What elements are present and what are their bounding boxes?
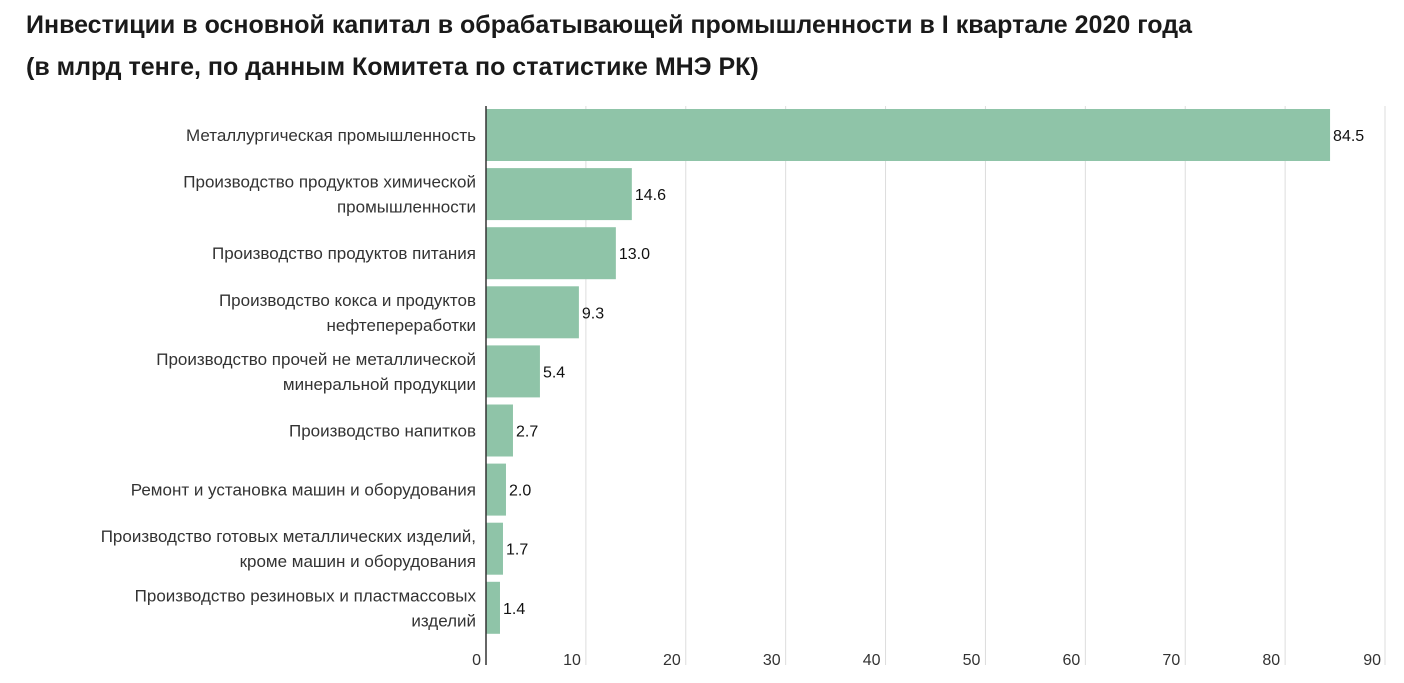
chart-title-block: Инвестиции в основной капитал в обрабаты… (26, 4, 1386, 88)
category-label-line: нефтепереработки (326, 316, 476, 335)
x-tick-label: 30 (763, 652, 781, 669)
category-label-line: изделий (411, 611, 476, 630)
category-label-line: Производство готовых металлических издел… (101, 527, 476, 546)
bar (486, 581, 500, 634)
category-label-line: Производство продуктов химической (183, 173, 476, 192)
bar (486, 522, 503, 575)
category-label-line: Металлургическая промышленность (186, 126, 476, 145)
bar (486, 463, 506, 516)
category-label: Ремонт и установка машин и оборудования (131, 481, 476, 500)
category-label-line: промышленности (337, 198, 476, 217)
chart-title: Инвестиции в основной капитал в обрабаты… (26, 11, 1193, 39)
category-label: Производство продуктов питания (212, 244, 476, 263)
category-label-line: минеральной продукции (283, 375, 476, 394)
category-label-line: кроме машин и оборудования (240, 552, 476, 571)
x-tick-label: 90 (1363, 652, 1381, 669)
category-label-line: Производство напитков (289, 422, 476, 441)
category-label: Производство готовых металлических издел… (101, 527, 476, 571)
category-label: Производство резиновых и пластмассовых из… (135, 586, 477, 630)
data-label: 14.6 (635, 187, 666, 204)
bar (486, 404, 513, 457)
bar (486, 286, 579, 339)
bar (486, 345, 540, 398)
bar (486, 168, 632, 221)
x-tick-label: 0 (472, 652, 481, 669)
x-tick-label: 70 (1162, 652, 1180, 669)
data-label: 2.7 (516, 424, 538, 441)
data-label: 1.7 (506, 542, 528, 559)
category-label-line: Производство резиновых и пластмассовых (135, 586, 477, 605)
category-label-line: Производство прочей не металлической (156, 350, 476, 369)
x-tick-label: 60 (1063, 652, 1081, 669)
category-label: Производство продуктов химической промышл… (183, 173, 476, 217)
bar (486, 227, 616, 280)
x-tick-label: 20 (663, 652, 681, 669)
category-label-line: Производство кокса и продуктов (219, 291, 476, 310)
category-label: Металлургическая промышленность (186, 126, 476, 145)
category-label-line: Производство продуктов питания (212, 244, 476, 263)
chart-subtitle: (в млрд тенге, по данным Комитета по ста… (26, 53, 759, 81)
data-label: 9.3 (582, 305, 604, 322)
category-label: Производство кокса и продуктов нефтеперер… (219, 291, 476, 335)
category-label-line: Ремонт и установка машин и оборудования (131, 481, 476, 500)
x-tick-label: 40 (863, 652, 881, 669)
x-tick-label: 50 (963, 652, 981, 669)
category-label: Производство напитков (289, 422, 476, 441)
category-label: Производство прочей не металлической мине… (156, 350, 476, 394)
x-tick-label: 10 (563, 652, 581, 669)
data-label: 13.0 (619, 246, 650, 263)
bar (486, 109, 1331, 161)
data-label: 84.5 (1333, 128, 1364, 145)
data-label: 1.4 (503, 601, 525, 618)
data-label: 2.0 (509, 483, 531, 500)
x-tick-label: 80 (1262, 652, 1280, 669)
data-label: 5.4 (543, 364, 565, 381)
